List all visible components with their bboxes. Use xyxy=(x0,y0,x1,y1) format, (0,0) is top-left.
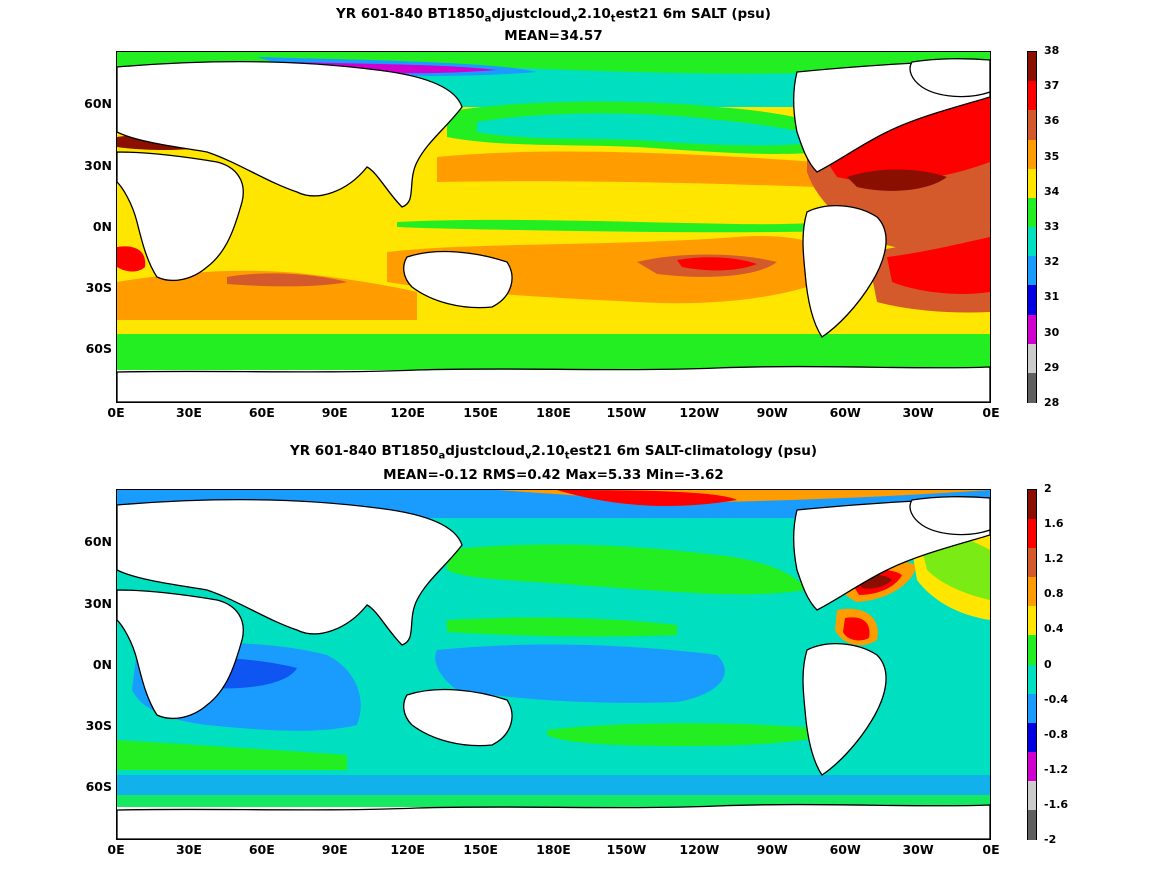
colorbar-tick-label: 0.8 xyxy=(1044,587,1064,601)
colorbar-segment xyxy=(1028,722,1036,753)
colorbar-segment xyxy=(1028,548,1036,579)
colorbar-segment xyxy=(1028,780,1036,811)
lon-label: 0E xyxy=(982,405,1000,420)
bottom-panel-title: YR 601-840 BT1850adjustcloudv2.10test21 … xyxy=(289,443,818,462)
bottom-anomaly-map xyxy=(116,489,991,840)
colorbar-tick-label: 37 xyxy=(1044,79,1060,93)
lon-label: 120E xyxy=(390,842,425,857)
colorbar-tick-label: 1.2 xyxy=(1044,552,1064,566)
top-panel-title: YR 601-840 BT1850adjustcloudv2.10test21 … xyxy=(336,6,771,25)
colorbar-segment xyxy=(1028,372,1036,404)
colorbar-segment xyxy=(1028,110,1036,141)
lat-label-60N: 60N xyxy=(84,534,112,549)
lat-label-0N: 0N xyxy=(92,657,112,672)
colorbar-segment xyxy=(1028,809,1036,841)
lat-label-30N: 30N xyxy=(84,158,112,173)
colorbar-segment xyxy=(1028,285,1036,316)
colorbar-segment xyxy=(1028,139,1036,170)
colorbar-tick-label: 35 xyxy=(1044,149,1060,163)
colorbar-segment xyxy=(1028,693,1036,724)
lon-label: 30W xyxy=(902,405,934,420)
colorbar-segment xyxy=(1028,635,1036,666)
lon-label: 60E xyxy=(248,405,275,420)
top-panel: YR 601-840 BT1850adjustcloudv2.10test21 … xyxy=(0,0,1167,430)
lat-label-30S: 30S xyxy=(85,280,112,295)
top-panel-stats: MEAN=34.57 xyxy=(504,28,603,44)
lon-label: 150W xyxy=(606,842,647,857)
colorbar-segment xyxy=(1028,519,1036,550)
lon-label: 30E xyxy=(175,842,202,857)
top-salinity-map xyxy=(116,51,991,403)
lon-label: 0E xyxy=(107,842,125,857)
colorbar-segment xyxy=(1028,81,1036,112)
land-masses xyxy=(117,496,990,839)
colorbar-tick-label: -1.6 xyxy=(1044,797,1069,811)
colorbar-segment xyxy=(1028,256,1036,287)
lat-label-30S: 30S xyxy=(85,718,112,733)
colorbar-segment xyxy=(1028,751,1036,782)
lat-label-30N: 30N xyxy=(84,596,112,611)
lon-label: 120E xyxy=(390,405,425,420)
top-map-svg xyxy=(117,52,990,402)
colorbar-tick-label: 28 xyxy=(1044,396,1060,409)
lat-label-60N: 60N xyxy=(84,96,112,111)
lon-label: 60W xyxy=(829,842,861,857)
colorbar-segment xyxy=(1028,490,1036,521)
top-colorbar xyxy=(1027,51,1037,404)
lon-label: 120W xyxy=(679,405,720,420)
colorbar-segment xyxy=(1028,52,1036,83)
lon-label: 150E xyxy=(463,842,498,857)
colorbar-segment xyxy=(1028,577,1036,608)
colorbar-segment xyxy=(1028,168,1036,199)
lon-label: 180E xyxy=(536,842,571,857)
lon-label: 90W xyxy=(756,842,788,857)
colorbar-tick-label: 31 xyxy=(1044,290,1060,304)
colorbar-tick-label: 32 xyxy=(1044,255,1060,269)
lon-label: 60E xyxy=(248,842,275,857)
bottom-map-svg xyxy=(117,490,990,839)
colorbar-tick-label: 36 xyxy=(1044,114,1060,128)
colorbar-tick-label: -1.2 xyxy=(1044,762,1069,776)
colorbar-segment xyxy=(1028,664,1036,695)
lat-label-60S: 60S xyxy=(85,341,112,356)
colorbar-tick-label: -2 xyxy=(1044,833,1057,846)
lat-label-0N: 0N xyxy=(92,219,112,234)
colorbar-tick-label: 0 xyxy=(1044,657,1052,671)
lon-label: 150W xyxy=(606,405,647,420)
lon-label: 150E xyxy=(463,405,498,420)
colorbar-tick-label: -0.4 xyxy=(1044,692,1069,706)
lon-label: 90E xyxy=(321,405,348,420)
colorbar-segment xyxy=(1028,227,1036,258)
lon-label: 30E xyxy=(175,405,202,420)
colorbar-tick-label: 2 xyxy=(1044,482,1052,495)
lon-label: 90W xyxy=(756,405,788,420)
bottom-panel-stats: MEAN=-0.12 RMS=0.42 Max=5.33 Min=-3.62 xyxy=(383,467,724,483)
colorbar-tick-label: 38 xyxy=(1044,44,1060,57)
colorbar-tick-label: 33 xyxy=(1044,220,1060,233)
colorbar-tick-label: 29 xyxy=(1044,360,1060,374)
lon-label: 120W xyxy=(679,842,720,857)
lon-label: 60W xyxy=(829,405,861,420)
land-masses xyxy=(117,58,990,402)
colorbar-tick-label: 1.6 xyxy=(1044,517,1064,531)
lon-label: 180E xyxy=(536,405,571,420)
colorbar-tick-label: 34 xyxy=(1044,184,1060,198)
colorbar-tick-label: 0.4 xyxy=(1044,622,1064,636)
lat-label-60S: 60S xyxy=(85,779,112,794)
lon-label: 0E xyxy=(107,405,125,420)
colorbar-segment xyxy=(1028,197,1036,229)
bottom-colorbar xyxy=(1027,489,1037,841)
colorbar-segment xyxy=(1028,343,1036,374)
lon-label: 30W xyxy=(902,842,934,857)
lon-label: 0E xyxy=(982,842,1000,857)
colorbar-segment xyxy=(1028,606,1036,637)
colorbar-segment xyxy=(1028,314,1036,345)
lon-label: 90E xyxy=(321,842,348,857)
colorbar-tick-label: 30 xyxy=(1044,325,1060,339)
colorbar-tick-label: -0.8 xyxy=(1044,727,1069,741)
